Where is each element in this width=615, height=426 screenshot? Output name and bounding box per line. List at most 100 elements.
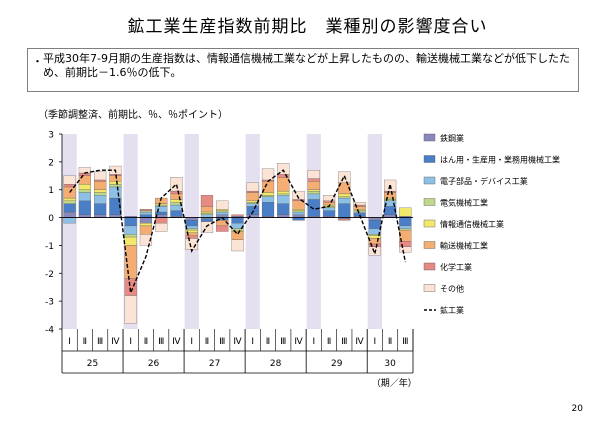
quarter-label: Ⅲ [158,337,164,347]
bar-segment [78,200,91,215]
bar-segment [63,211,76,218]
period-unit-label: （期／年） [372,377,417,389]
quarter-label: Ⅰ [190,337,193,347]
quarter-label: Ⅲ [341,337,347,347]
quarter-label: Ⅰ [251,337,254,347]
bar-segment [277,177,290,192]
legend-label: その他 [440,284,464,294]
bar-segment [246,190,259,193]
quarter-label: Ⅱ [83,337,87,347]
bar-segment [231,239,244,252]
bar-segment [139,234,153,246]
bar-segment [155,204,168,207]
unit-note: （季節調整済、前期比、％、％ポイント） [38,110,228,121]
bar-segment [155,217,168,224]
bar-segment [124,295,137,324]
bar-segment [277,195,290,204]
quarter-label: Ⅱ [388,337,392,347]
bar-segment [216,210,229,213]
bar-segment [399,217,412,227]
bar-segment [185,228,198,231]
bar-segment [94,189,107,193]
y-tick-label: -3 [45,298,54,308]
quarter-label: Ⅲ [402,337,408,347]
quarter-label: Ⅲ [280,337,286,347]
shaded-quarter-band [62,134,77,329]
bar-segment [139,210,153,213]
bar-segment [292,210,305,213]
bar-segment [384,190,397,193]
bar-segment [338,196,351,199]
bar-segment [231,229,244,232]
bar-segment [353,206,366,210]
bar-segment [216,211,229,215]
bar-segment [384,206,397,215]
legend-swatch [423,155,436,163]
y-tick-label: 2 [48,158,54,168]
bar-segment [155,222,168,232]
bar-segment [261,168,275,181]
bar-segment [216,225,229,232]
bar-segment [292,214,305,218]
page-number: 20 [571,404,583,414]
bar-segment [399,228,412,231]
quarter-label: Ⅳ [172,337,181,347]
bar-segment [200,206,214,213]
quarter-label: Ⅳ [233,337,242,347]
legend-label: 鉄鋼業 [440,133,464,143]
bar-segment [216,200,229,210]
quarter-label: Ⅰ [129,337,132,347]
bar-segment [78,183,91,190]
bar-segment [292,190,305,200]
bar-segment [338,203,351,218]
bar-segment [124,225,137,235]
bar-segment [246,182,259,192]
legend-swatch [423,198,436,206]
bar-segment [139,214,153,218]
bar-segment [185,238,198,250]
bar-segment [200,218,214,222]
bar-segment [94,179,107,182]
bar-segment [307,189,320,192]
bar-segment [322,202,336,206]
year-label: 25 [87,359,98,369]
bar-segment [185,225,198,229]
shaded-quarter-band [245,134,260,329]
bar-segment [307,170,320,179]
bar-segment [399,225,412,229]
bar-segment [124,245,137,280]
quarter-label: Ⅲ [219,337,225,347]
bar-segment [63,175,76,185]
quarter-label: Ⅳ [355,337,364,347]
bar-segment [170,204,183,211]
y-tick-label: -2 [45,270,54,280]
bar-segment [155,206,168,213]
bar-segment [216,209,229,211]
bar-segment [63,197,76,202]
bar-segment [399,246,412,253]
bar-segment [124,234,137,238]
bar-segment [231,231,244,241]
legend-label: 情報通信機械工業 [440,219,504,229]
bar-segment [63,217,76,224]
bar-segment [246,203,259,207]
bar-segment [124,278,137,296]
bar-segment [185,217,198,221]
bar-segment [322,210,336,217]
quarter-label: Ⅳ [111,337,120,347]
y-tick-label: -1 [45,242,54,252]
bullet-icon: ・ [32,55,43,68]
bar-segment [292,217,305,221]
y-tick-label: 3 [48,131,54,141]
bar-segment [399,241,412,247]
bar-segment [231,214,244,217]
bar-segment [307,181,320,190]
bar-segment [368,220,381,229]
bar-segment [185,220,198,227]
bar-segment [155,203,168,206]
bar-segment [109,183,122,188]
bar-segment [277,193,290,196]
bar-segment [139,211,153,215]
bar-segment [277,190,290,195]
